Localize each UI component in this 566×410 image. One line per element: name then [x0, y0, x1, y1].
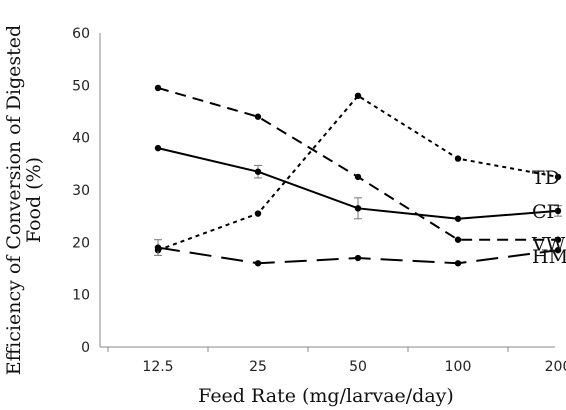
series-cf [154, 144, 562, 222]
data-point-td [354, 92, 362, 100]
series-label-cf: CF [532, 201, 560, 223]
data-point-cf [554, 207, 562, 215]
data-point-vw [154, 84, 162, 92]
data-point-vw [554, 236, 562, 243]
x-tick-label: 100 [445, 359, 472, 375]
y-tick-label: 50 [72, 78, 90, 94]
series-label-td: TD [532, 167, 560, 189]
y-axis-title-line2: Food (%) [23, 157, 45, 243]
y-axis-title-line1: Efficiency of Conversion of Digested [3, 25, 25, 375]
series-td [154, 92, 562, 254]
data-point-vw [354, 173, 362, 181]
x-axis-title: Feed Rate (mg/larvae/day) [198, 385, 454, 407]
series-vw [154, 84, 562, 243]
data-point-hm [554, 246, 562, 254]
y-tick-label: 30 [72, 183, 90, 199]
series-line-td [157, 94, 559, 252]
data-point-cf [354, 205, 362, 212]
y-tick-label: 60 [72, 26, 90, 42]
y-tick-label: 20 [72, 235, 90, 251]
data-point-td [554, 173, 562, 181]
data-point-hm [254, 260, 262, 267]
data-point-vw [254, 113, 262, 120]
data-point-hm [454, 260, 462, 267]
y-tick-label: 0 [81, 340, 90, 356]
series-layer [154, 84, 562, 267]
data-point-cf [154, 144, 162, 152]
y-tick-label: 10 [72, 288, 90, 304]
data-point-td [454, 155, 462, 162]
data-point-td [254, 210, 262, 217]
data-point-cf [454, 215, 462, 222]
series-label-hm: HM [532, 246, 566, 268]
data-point-hm [154, 244, 162, 251]
series-label-vw: VW [531, 234, 566, 256]
data-point-cf [254, 168, 262, 175]
y-tick-label: 40 [72, 131, 90, 147]
data-point-vw [454, 236, 462, 243]
x-tick-label: 12.5 [142, 359, 173, 375]
x-tick-label: 200 [545, 359, 566, 375]
axes-group: 0 10 20 30 40 50 60 12.5 25 50 100 200 [72, 26, 566, 375]
data-point-hm [354, 254, 362, 262]
x-tick-label: 25 [249, 359, 267, 375]
series-hm [154, 239, 562, 267]
x-tick-label: 50 [349, 359, 367, 375]
